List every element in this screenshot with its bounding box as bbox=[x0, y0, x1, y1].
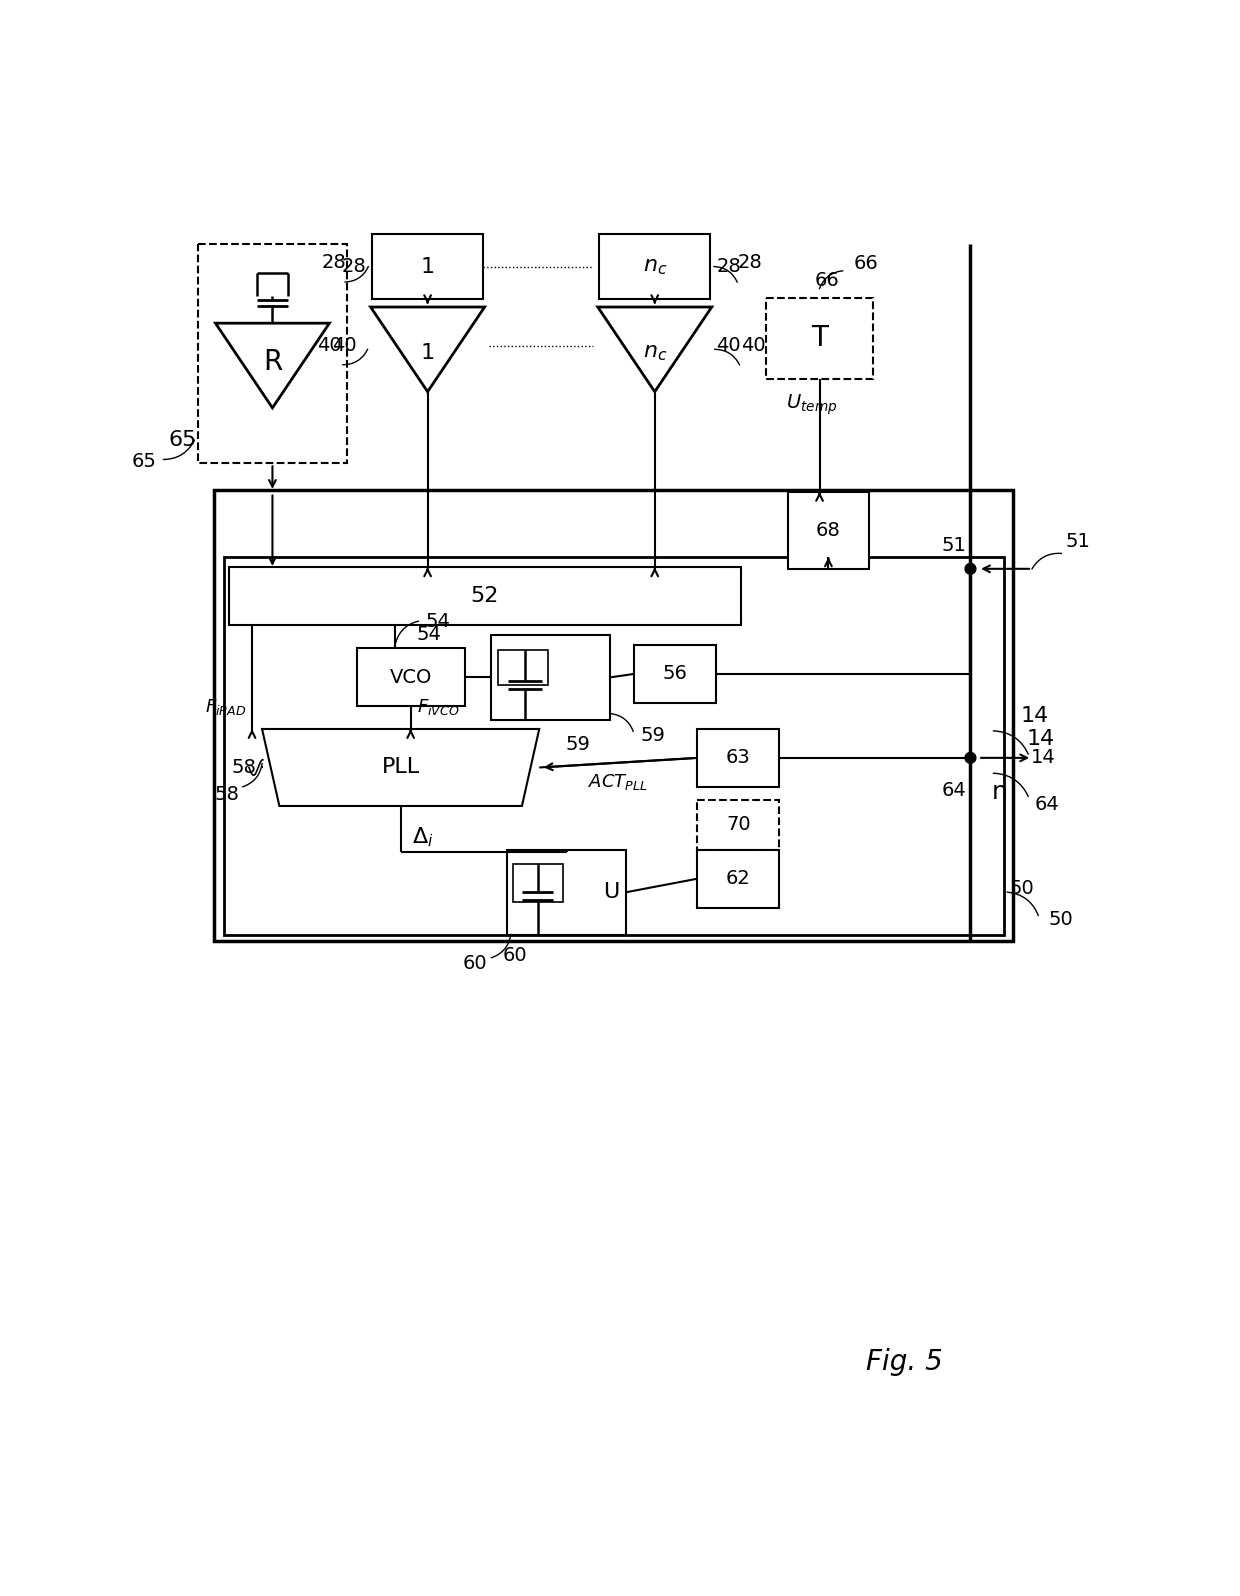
Text: Fig. 5: Fig. 5 bbox=[867, 1349, 944, 1376]
Text: 28: 28 bbox=[321, 254, 346, 273]
Text: 66: 66 bbox=[815, 271, 839, 290]
Bar bbox=[634, 645, 717, 702]
Text: 14: 14 bbox=[1032, 749, 1056, 768]
Text: 60: 60 bbox=[463, 954, 487, 974]
Bar bbox=[599, 235, 711, 300]
Text: 51: 51 bbox=[941, 536, 967, 555]
Text: 56: 56 bbox=[662, 664, 688, 683]
Bar bbox=[223, 557, 1003, 935]
Text: 40: 40 bbox=[316, 337, 341, 354]
Circle shape bbox=[965, 752, 976, 763]
Text: 28: 28 bbox=[738, 254, 763, 273]
Text: 40: 40 bbox=[332, 337, 357, 354]
Text: 60: 60 bbox=[503, 946, 528, 966]
Text: 40: 40 bbox=[742, 337, 765, 354]
Bar bbox=[507, 849, 626, 935]
Text: 64: 64 bbox=[942, 780, 967, 800]
Text: U: U bbox=[603, 883, 619, 902]
Text: $ACT_{PLL}$: $ACT_{PLL}$ bbox=[588, 772, 649, 792]
Text: 28: 28 bbox=[341, 257, 366, 276]
Text: n: n bbox=[992, 780, 1008, 804]
Text: 68: 68 bbox=[816, 520, 841, 539]
Text: 51: 51 bbox=[1066, 533, 1091, 551]
Text: 1: 1 bbox=[420, 257, 435, 276]
Text: 58: 58 bbox=[231, 758, 257, 777]
Bar bbox=[513, 863, 563, 902]
Text: 54: 54 bbox=[425, 611, 450, 630]
Bar bbox=[491, 635, 610, 720]
Text: 54: 54 bbox=[417, 624, 441, 643]
Text: 50: 50 bbox=[1049, 910, 1074, 929]
Text: 50: 50 bbox=[1009, 879, 1034, 899]
Bar bbox=[198, 244, 347, 463]
Bar bbox=[697, 729, 780, 787]
Text: 52: 52 bbox=[471, 586, 500, 606]
Text: 66: 66 bbox=[853, 254, 878, 273]
Text: 62: 62 bbox=[725, 870, 750, 889]
Circle shape bbox=[965, 563, 976, 575]
Text: 58: 58 bbox=[215, 785, 239, 804]
Bar bbox=[357, 648, 465, 705]
Text: 65: 65 bbox=[131, 452, 156, 471]
Bar bbox=[498, 651, 548, 685]
Bar bbox=[787, 492, 869, 568]
Bar bbox=[697, 800, 780, 849]
Text: T: T bbox=[811, 324, 828, 353]
Text: $F_{iPAD}$: $F_{iPAD}$ bbox=[205, 697, 246, 718]
Text: PLL: PLL bbox=[382, 758, 419, 777]
Text: $\Delta_i$: $\Delta_i$ bbox=[412, 825, 434, 849]
Text: 1: 1 bbox=[420, 343, 435, 364]
Text: 65: 65 bbox=[169, 431, 197, 450]
Bar bbox=[697, 849, 780, 908]
Text: R: R bbox=[263, 348, 281, 375]
Text: 14: 14 bbox=[1027, 729, 1055, 749]
Text: $F_{iVCO}$: $F_{iVCO}$ bbox=[417, 697, 460, 718]
Bar bbox=[229, 567, 742, 626]
Text: $U_{temp}$: $U_{temp}$ bbox=[786, 393, 837, 417]
Polygon shape bbox=[262, 729, 539, 806]
Text: 63: 63 bbox=[725, 749, 750, 768]
Text: $n_c$: $n_c$ bbox=[642, 343, 667, 364]
Bar bbox=[213, 490, 1013, 940]
Text: $n_c$: $n_c$ bbox=[642, 257, 667, 276]
Text: 59: 59 bbox=[565, 736, 590, 755]
Bar bbox=[372, 235, 484, 300]
Text: 64: 64 bbox=[1035, 795, 1060, 814]
Text: 70: 70 bbox=[725, 816, 750, 835]
Bar bbox=[766, 298, 873, 378]
Text: 28: 28 bbox=[717, 257, 742, 276]
Text: 40: 40 bbox=[717, 337, 742, 354]
Text: VCO: VCO bbox=[389, 667, 432, 686]
Text: 14: 14 bbox=[1021, 705, 1049, 726]
Text: 59: 59 bbox=[640, 726, 665, 745]
